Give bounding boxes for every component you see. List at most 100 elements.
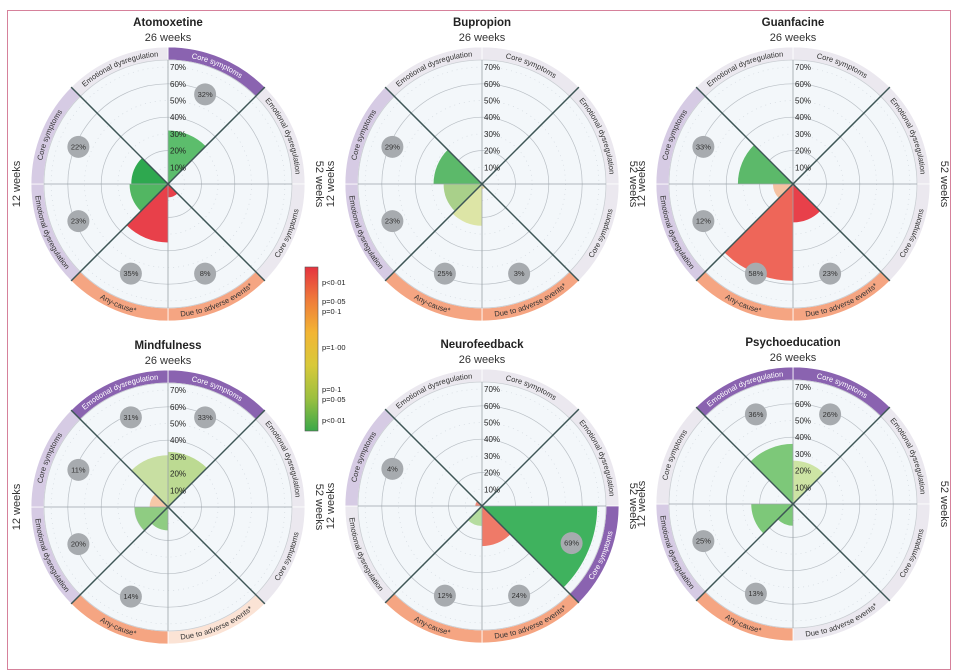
value-badge-label: 11% [71, 465, 86, 474]
wedge-4 [724, 184, 793, 281]
value-badge-label: 25% [437, 269, 452, 278]
wedge-5 [134, 507, 168, 531]
sector-divider [70, 409, 169, 508]
radial-tick-label: 20% [170, 470, 186, 479]
value-badge [67, 458, 90, 481]
wedge-4 [452, 184, 482, 226]
value-badge-label: 35% [123, 269, 138, 278]
radial-tick-label: 30% [484, 130, 500, 139]
sector-divider [695, 86, 794, 185]
value-badge-label: 22% [71, 142, 86, 151]
sector-divider [167, 183, 266, 282]
radial-tick-label: 70% [484, 385, 500, 394]
value-badge-label: 36% [748, 410, 763, 419]
chart-title: Atomoxetine [133, 17, 203, 29]
value-badge [194, 262, 217, 285]
value-badge [692, 210, 715, 233]
radial-tick-label: 50% [484, 97, 500, 106]
value-badge [744, 582, 767, 605]
value-badge-label: 24% [512, 591, 527, 600]
label-26-weeks: 26 weeks [459, 32, 506, 44]
radial-tick-label: 20% [484, 469, 500, 478]
wedge-4 [126, 184, 168, 243]
radial-tick-label: 30% [170, 453, 186, 462]
wedge-6 [131, 158, 168, 184]
label-52-weeks: 52 weeks [627, 161, 639, 208]
value-badge [381, 210, 404, 233]
label-12-weeks: 12 weeks [636, 160, 648, 207]
polar-chart-neurofeedback: 10%20%30%40%50%60%70%Core symptomsEmotio… [325, 339, 639, 644]
value-badge-label: 31% [123, 413, 138, 422]
radial-tick-label: 30% [484, 452, 500, 461]
value-badge [692, 135, 715, 158]
radial-tick-label: 70% [170, 63, 186, 72]
value-badge-label: 26% [823, 410, 838, 419]
radial-tick-label: 20% [795, 147, 811, 156]
sector-divider [384, 408, 483, 507]
sector-divider [481, 505, 580, 604]
value-badge [692, 530, 715, 553]
sector-divider [167, 506, 266, 605]
sector-divider [792, 503, 891, 602]
legend-colorbar [304, 266, 319, 432]
value-badge-label: 58% [748, 269, 763, 278]
value-badge [67, 210, 90, 233]
value-badge [433, 584, 456, 607]
value-badge-label: 33% [198, 413, 213, 422]
sector-divider [481, 183, 580, 282]
wedge-0 [168, 130, 206, 184]
chart-title: Guanfacine [762, 17, 825, 29]
value-badge-label: 13% [748, 589, 763, 598]
radial-tick-label: 10% [170, 486, 186, 495]
value-badge-label: 32% [198, 90, 213, 99]
value-badge [67, 135, 90, 158]
legend-label: p<0·01 [322, 278, 346, 287]
polar-chart-atomoxetine: 10%20%30%40%50%60%70%Core symptomsEmotio… [11, 17, 325, 322]
legend-label: p=1·00 [322, 343, 346, 352]
value-badge [381, 457, 404, 480]
radial-tick-label: 50% [795, 97, 811, 106]
value-badge [194, 406, 217, 429]
value-badge [119, 406, 142, 429]
sector-divider [481, 408, 580, 507]
value-badge-label: 23% [823, 269, 838, 278]
value-badge-label: 20% [71, 540, 86, 549]
value-badge-label: 8% [200, 269, 211, 278]
polar-chart-psychoeducation: 10%20%30%40%50%60%70%Core symptomsEmotio… [636, 337, 950, 642]
wedge-5 [129, 184, 168, 212]
sector-divider [792, 183, 891, 282]
value-badge-label: 25% [696, 537, 711, 546]
label-26-weeks: 26 weeks [145, 355, 192, 367]
legend-label: p=0·1 [322, 385, 341, 394]
radial-tick-label: 60% [170, 80, 186, 89]
radial-tick-label: 60% [170, 403, 186, 412]
value-badge-label: 12% [696, 217, 711, 226]
value-badge [744, 262, 767, 285]
value-badge [119, 585, 142, 608]
value-badge [381, 135, 404, 158]
label-26-weeks: 26 weeks [459, 354, 506, 366]
radial-tick-label: 40% [795, 433, 811, 442]
value-badge [433, 262, 456, 285]
value-badge [744, 403, 767, 426]
radial-tick-label: 40% [795, 113, 811, 122]
value-badge-label: 33% [696, 142, 711, 151]
radial-tick-label: 60% [484, 80, 500, 89]
sector-divider [792, 406, 891, 505]
radial-tick-label: 70% [484, 63, 500, 72]
label-12-weeks: 12 weeks [11, 483, 23, 530]
legend-label: p=0·05 [322, 297, 346, 306]
chart-title: Bupropion [453, 17, 511, 29]
value-badge [194, 83, 217, 106]
sector-divider [70, 183, 169, 282]
value-badge [119, 262, 142, 285]
sector-divider [70, 506, 169, 605]
sector-divider [481, 86, 580, 185]
value-badge-label: 12% [437, 591, 452, 600]
value-badge [819, 262, 842, 285]
radial-tick-label: 30% [795, 450, 811, 459]
radial-tick-label: 10% [484, 163, 500, 172]
legend-label: p<0·01 [322, 416, 346, 425]
sector-divider [695, 503, 794, 602]
label-26-weeks: 26 weeks [770, 352, 817, 364]
